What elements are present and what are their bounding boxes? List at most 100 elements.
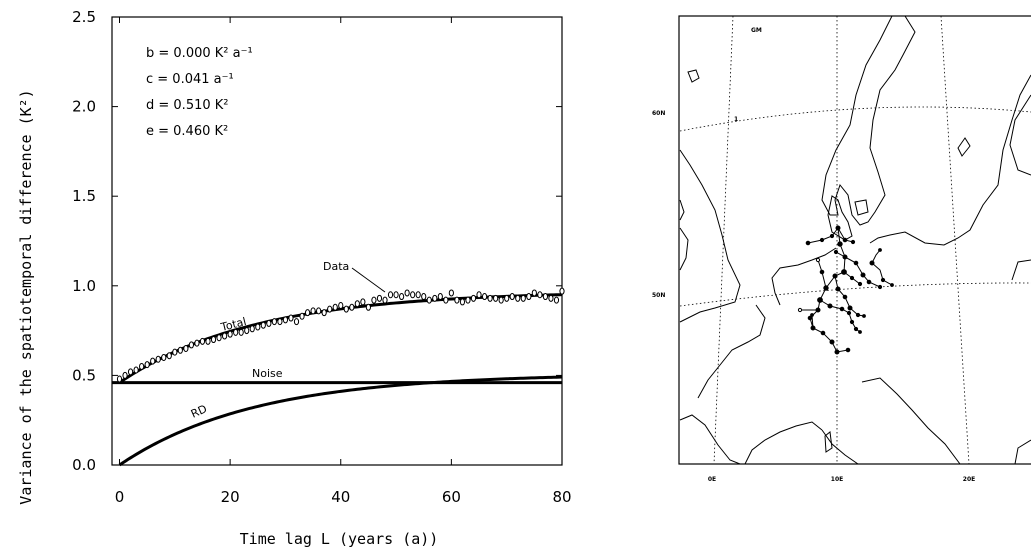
station xyxy=(829,339,835,345)
y-tick-label: 2.5 xyxy=(72,8,96,26)
station xyxy=(832,273,838,279)
data-point xyxy=(161,353,167,361)
station xyxy=(890,283,894,287)
data-point xyxy=(448,289,454,297)
data-point xyxy=(542,293,549,301)
data-point xyxy=(360,298,366,306)
data-point xyxy=(559,287,565,295)
data-point xyxy=(338,302,344,310)
data-point xyxy=(249,325,255,333)
coast-black-sea xyxy=(1014,439,1031,464)
station xyxy=(866,279,872,285)
data-point xyxy=(293,318,300,326)
data-point xyxy=(421,293,427,301)
data-point xyxy=(432,294,438,302)
y-tick-label: 1.5 xyxy=(72,187,96,205)
data-point xyxy=(122,371,128,379)
x-tick-label: 20 xyxy=(221,488,240,506)
coast-uk xyxy=(679,149,741,323)
data-point xyxy=(183,345,189,353)
data-point xyxy=(199,337,206,345)
data-point xyxy=(321,309,327,317)
data-point xyxy=(227,330,233,338)
station xyxy=(877,284,883,290)
data-point xyxy=(282,316,289,324)
station xyxy=(878,248,882,252)
coast-east-edge xyxy=(1011,259,1031,281)
data-point xyxy=(177,346,183,354)
coastlines xyxy=(679,16,1031,464)
coast-scotland-north xyxy=(687,69,700,83)
data-point xyxy=(481,293,488,301)
data-point xyxy=(476,291,482,299)
data-point xyxy=(537,291,543,299)
station xyxy=(815,307,821,313)
station xyxy=(833,249,839,255)
data-point xyxy=(233,328,239,336)
data-point xyxy=(299,312,305,320)
lat-label-50n: 50N xyxy=(652,292,665,299)
data-point xyxy=(387,291,394,299)
data-point xyxy=(509,293,515,301)
data-point xyxy=(454,296,460,304)
plot-frame xyxy=(111,16,563,466)
data-point xyxy=(520,294,526,302)
coast-north-sea-south xyxy=(771,247,837,306)
label-rd: RD xyxy=(189,402,209,420)
data-point xyxy=(316,307,322,315)
data-point xyxy=(172,348,178,356)
station xyxy=(855,312,861,318)
map-label-gm: GM xyxy=(751,27,762,34)
data-point xyxy=(244,327,250,335)
station xyxy=(849,275,855,281)
parallel-60n xyxy=(679,106,1031,132)
data-point xyxy=(133,366,139,374)
station xyxy=(857,281,863,287)
data-point xyxy=(526,293,532,301)
x-tick-label: 80 xyxy=(552,488,571,506)
station xyxy=(853,326,859,332)
data-point xyxy=(271,318,277,326)
data-point xyxy=(459,298,466,306)
data-point xyxy=(194,339,200,347)
data-point xyxy=(144,361,150,369)
station xyxy=(829,233,835,239)
data-point xyxy=(470,294,477,302)
data-point xyxy=(426,296,432,304)
param-c: c = 0.041 a⁻¹ xyxy=(146,72,234,87)
series-rd xyxy=(118,375,563,467)
coast-zealand xyxy=(854,199,869,216)
x-axis-ticks: 0 20 40 60 80 xyxy=(115,17,572,506)
x-tick-label: 0 xyxy=(115,488,125,506)
station xyxy=(810,325,816,331)
data-point xyxy=(216,334,222,342)
coast-uk-west xyxy=(679,227,689,271)
data-point xyxy=(155,355,161,363)
variogram-chart: 0.0 0.5 1.0 1.5 2.0 2.5 0 20 40 60 80 b = 0.000 K… xyxy=(17,8,572,548)
station xyxy=(845,347,851,353)
y-axis-ticks: 0.0 0.5 1.0 1.5 2.0 2.5 xyxy=(72,8,562,474)
data-point xyxy=(210,336,217,344)
x-tick-label: 60 xyxy=(442,488,461,506)
station xyxy=(853,260,859,266)
data-point xyxy=(127,368,134,376)
data-point xyxy=(166,352,172,360)
data-point xyxy=(139,362,145,370)
station xyxy=(835,286,841,292)
map-frame xyxy=(678,15,1031,465)
coast-adriatic xyxy=(861,377,961,464)
coast-channel xyxy=(697,304,766,399)
station xyxy=(820,330,826,336)
station xyxy=(842,254,848,260)
data-point xyxy=(205,337,211,345)
station xyxy=(817,297,823,303)
data-point xyxy=(116,375,123,383)
data-point xyxy=(393,291,399,299)
y-axis-title: Variance of the spatiotemporal differenc… xyxy=(17,89,35,504)
data-layer xyxy=(112,287,565,467)
data-point xyxy=(365,303,372,311)
station xyxy=(842,237,848,243)
station-map: GM 1 60N 50N 0E 10E 20E xyxy=(652,15,1031,483)
data-point xyxy=(415,291,421,299)
